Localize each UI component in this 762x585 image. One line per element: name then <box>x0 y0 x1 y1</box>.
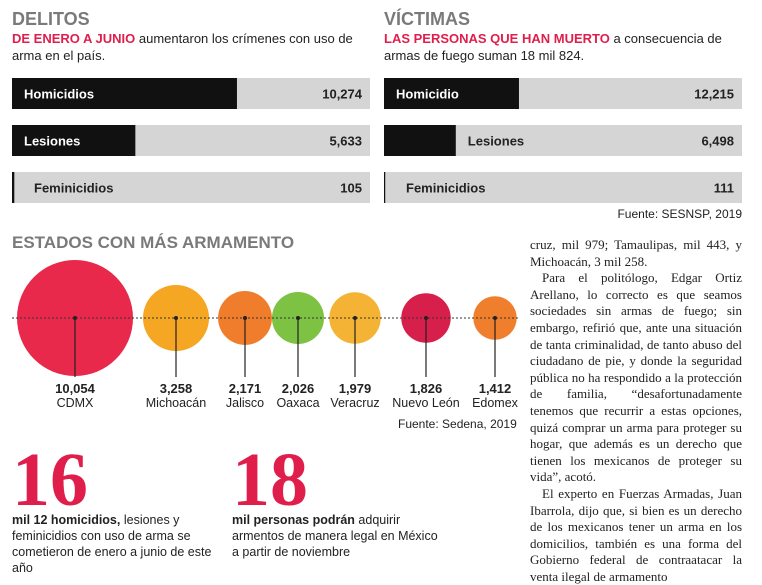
bar <box>12 172 15 203</box>
lead-text: aumentaron los crímenes con uso de arma … <box>12 31 353 63</box>
bar <box>384 125 456 156</box>
leader-dot <box>296 316 300 320</box>
section-title: DELITOS <box>12 9 90 29</box>
big-number: 18 <box>232 438 308 522</box>
bar-value: 10,274 <box>322 87 363 102</box>
bar-label: Feminicidios <box>406 181 485 196</box>
stat-rest: lesiones y feminicidios con uso de arma … <box>12 513 212 575</box>
paragraph: cruz, mil 979; Tamaulipas, mil 443, y Mi… <box>530 237 742 269</box>
bar-value: 111 <box>714 181 734 196</box>
stat-text: mil personas podrán adquirir armentos de… <box>232 512 444 560</box>
bar-value: 6,498 <box>701 134 734 149</box>
lead-text: a consecuencia de armas de fuego suman 1… <box>384 31 722 63</box>
bar <box>384 78 519 109</box>
bubble-value: 2,026 <box>282 381 315 396</box>
bubble-label: Oaxaca <box>276 396 319 410</box>
lead: LAS PERSONAS QUE HAN MUERTO a consecuenc… <box>384 30 746 64</box>
bubble-value: 1,826 <box>410 381 443 396</box>
bar-value: 12,215 <box>694 87 734 102</box>
source: Fuente: Sedena, 2019 <box>398 417 517 431</box>
leader-dot <box>243 316 247 320</box>
stat-bold: mil personas podrán <box>232 513 355 527</box>
leader-dot <box>353 316 357 320</box>
bar <box>384 172 386 203</box>
bubble-label: Jalisco <box>226 396 264 410</box>
bar-charts: Homicidios 10,274 Lesiones 5,633 Feminicidio… <box>12 78 742 203</box>
leader-dot <box>424 316 428 320</box>
bar-label: Homicidio <box>396 87 459 102</box>
bubble-label: Nuevo León <box>392 396 459 410</box>
page: {"delitos":{"title":"DELITOS","lead_high… <box>12 9 746 584</box>
paragraph: Para el politólogo, Edgar Ortiz Arellano… <box>530 270 742 485</box>
paragraph: El experto en Fuerzas Armadas, Juan Ibar… <box>530 485 742 584</box>
bubble-label: Edomex <box>472 396 519 410</box>
section-title: ESTADOS CON MÁS ARMAMENTO <box>12 233 295 252</box>
article: cruz, mil 979; Tamaulipas, mil 443, y Mi… <box>530 237 742 585</box>
bar-label: Lesiones <box>24 134 80 149</box>
bubble-value: 3,258 <box>160 381 193 396</box>
bubble-label: Michoacán <box>146 396 206 410</box>
stat-text: mil 12 homicidios, lesiones y feminicidi… <box>12 512 224 576</box>
bar-label: Feminicidios <box>34 181 113 196</box>
bar <box>12 125 136 156</box>
lead-highlight: LAS PERSONAS QUE HAN MUERTO <box>384 31 610 46</box>
lead: DE ENERO A JUNIO aumentaron los crímenes… <box>12 30 372 64</box>
bubble-value: 1,412 <box>479 381 512 396</box>
leader-dot <box>73 316 77 320</box>
bubble-value: 2,171 <box>229 381 262 396</box>
bar <box>12 78 237 109</box>
bar-track <box>384 172 742 203</box>
stat-rest: adquirir armentos de manera legal en Méx… <box>232 513 438 559</box>
bar-label: Lesiones <box>468 134 524 149</box>
leader-dot <box>493 316 497 320</box>
bar-value: 5,633 <box>329 134 362 149</box>
bubble-label: CDMX <box>57 396 94 410</box>
bar-label: Homicidios <box>24 87 94 102</box>
big-number: 16 <box>12 438 88 522</box>
lead-highlight: DE ENERO A JUNIO <box>12 31 136 46</box>
bar-track <box>12 172 370 203</box>
bar-value: 105 <box>340 181 362 196</box>
stat-bold: mil 12 homicidios, <box>12 513 121 527</box>
leader-dot <box>174 316 178 320</box>
section-title: VÍCTIMAS <box>384 9 471 29</box>
bubble-value: 1,979 <box>339 381 372 396</box>
bubble-label: Veracruz <box>330 396 379 410</box>
bubble-value: 10,054 <box>55 381 96 396</box>
source: Fuente: SESNSP, 2019 <box>617 207 742 221</box>
